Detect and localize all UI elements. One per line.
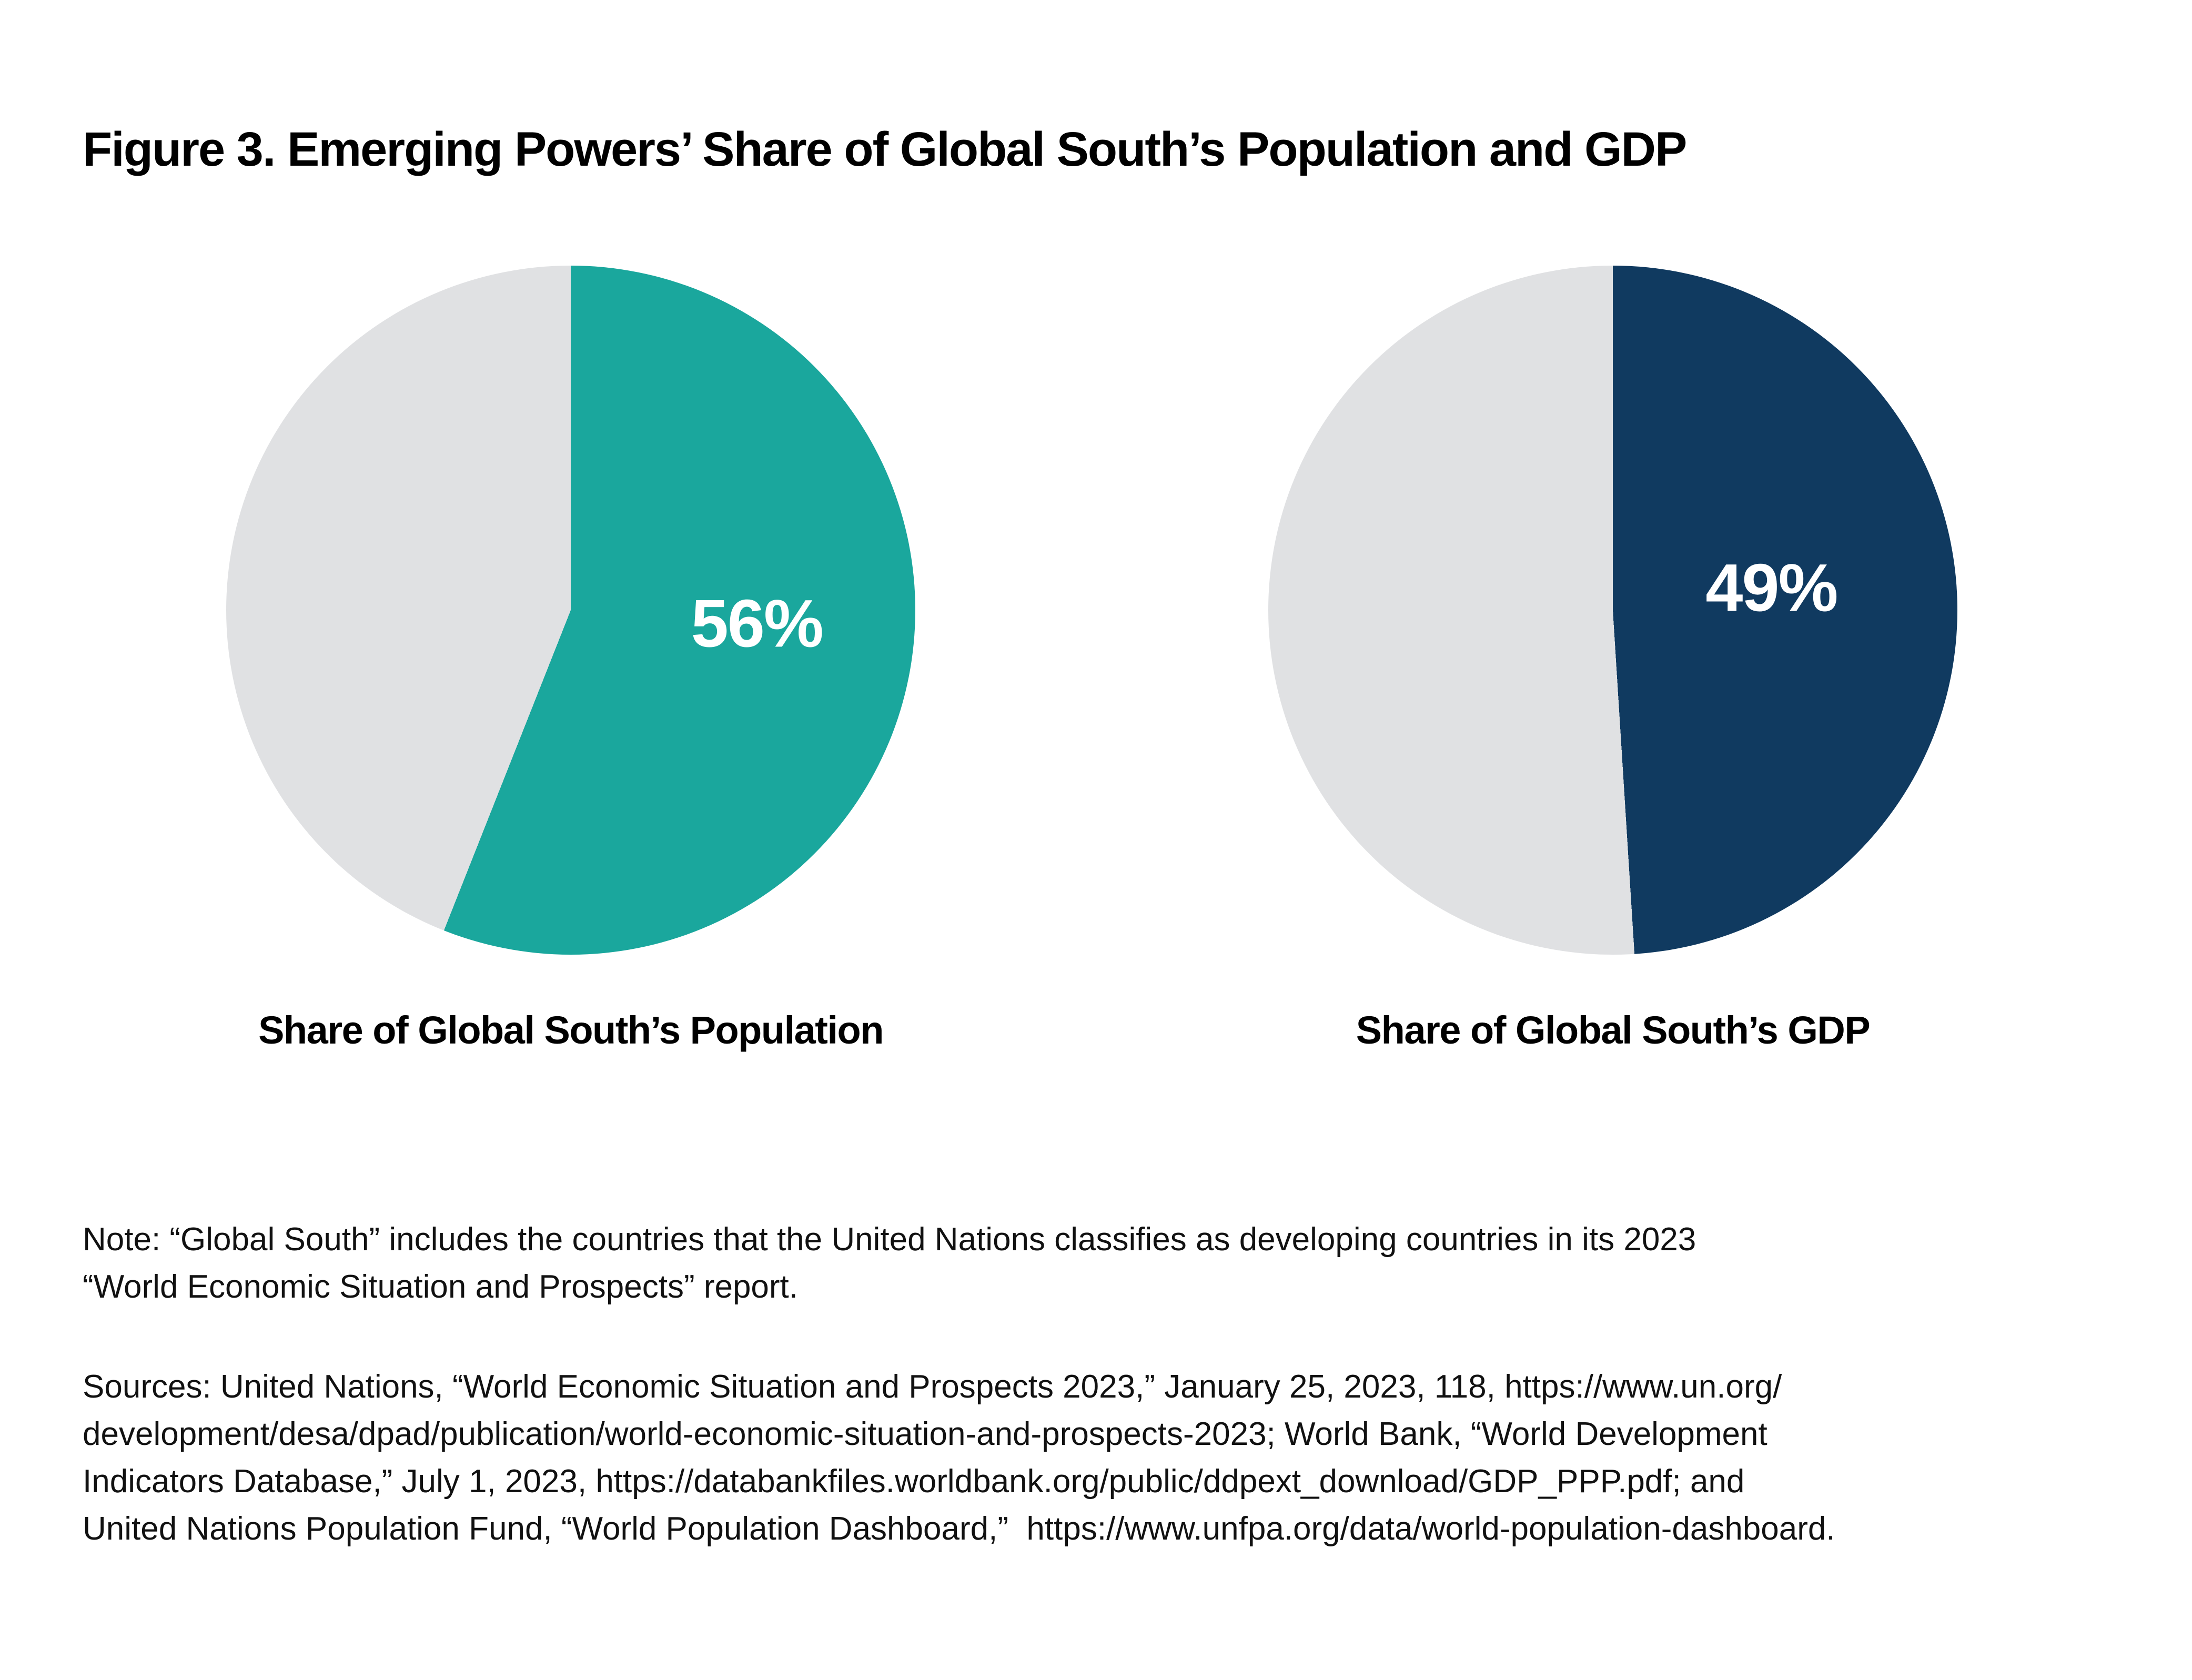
note-line: Note: “Global South” includes the countr… [83, 1221, 1696, 1258]
figure-title: Figure 3. Emerging Powers’ Share of Glob… [83, 123, 1687, 176]
sources-line: development/desa/dpad/publication/world-… [83, 1416, 1767, 1452]
sources-line: Sources: United Nations, “World Economic… [83, 1369, 1782, 1405]
note-line: “World Economic Situation and Prospects”… [83, 1269, 799, 1305]
pie-chart-gdp: 49% [1268, 266, 1957, 955]
pie-chart-population: 56% [226, 266, 915, 955]
pie-population-caption: Share of Global South’s Population [258, 1008, 884, 1052]
sources-text: Sources: United Nations, “World Economic… [83, 1363, 1835, 1553]
sources-line: United Nations Population Fund, “World P… [83, 1511, 1835, 1547]
pie-gdp-caption: Share of Global South’s GDP [1356, 1008, 1871, 1052]
sources-line: Indicators Database,” July 1, 2023, http… [83, 1463, 1745, 1500]
note-text: Note: “Global South” includes the countr… [83, 1216, 1696, 1311]
pie-gdp-value-label: 49% [1705, 550, 1838, 626]
pie-population-value-label: 56% [691, 586, 824, 662]
